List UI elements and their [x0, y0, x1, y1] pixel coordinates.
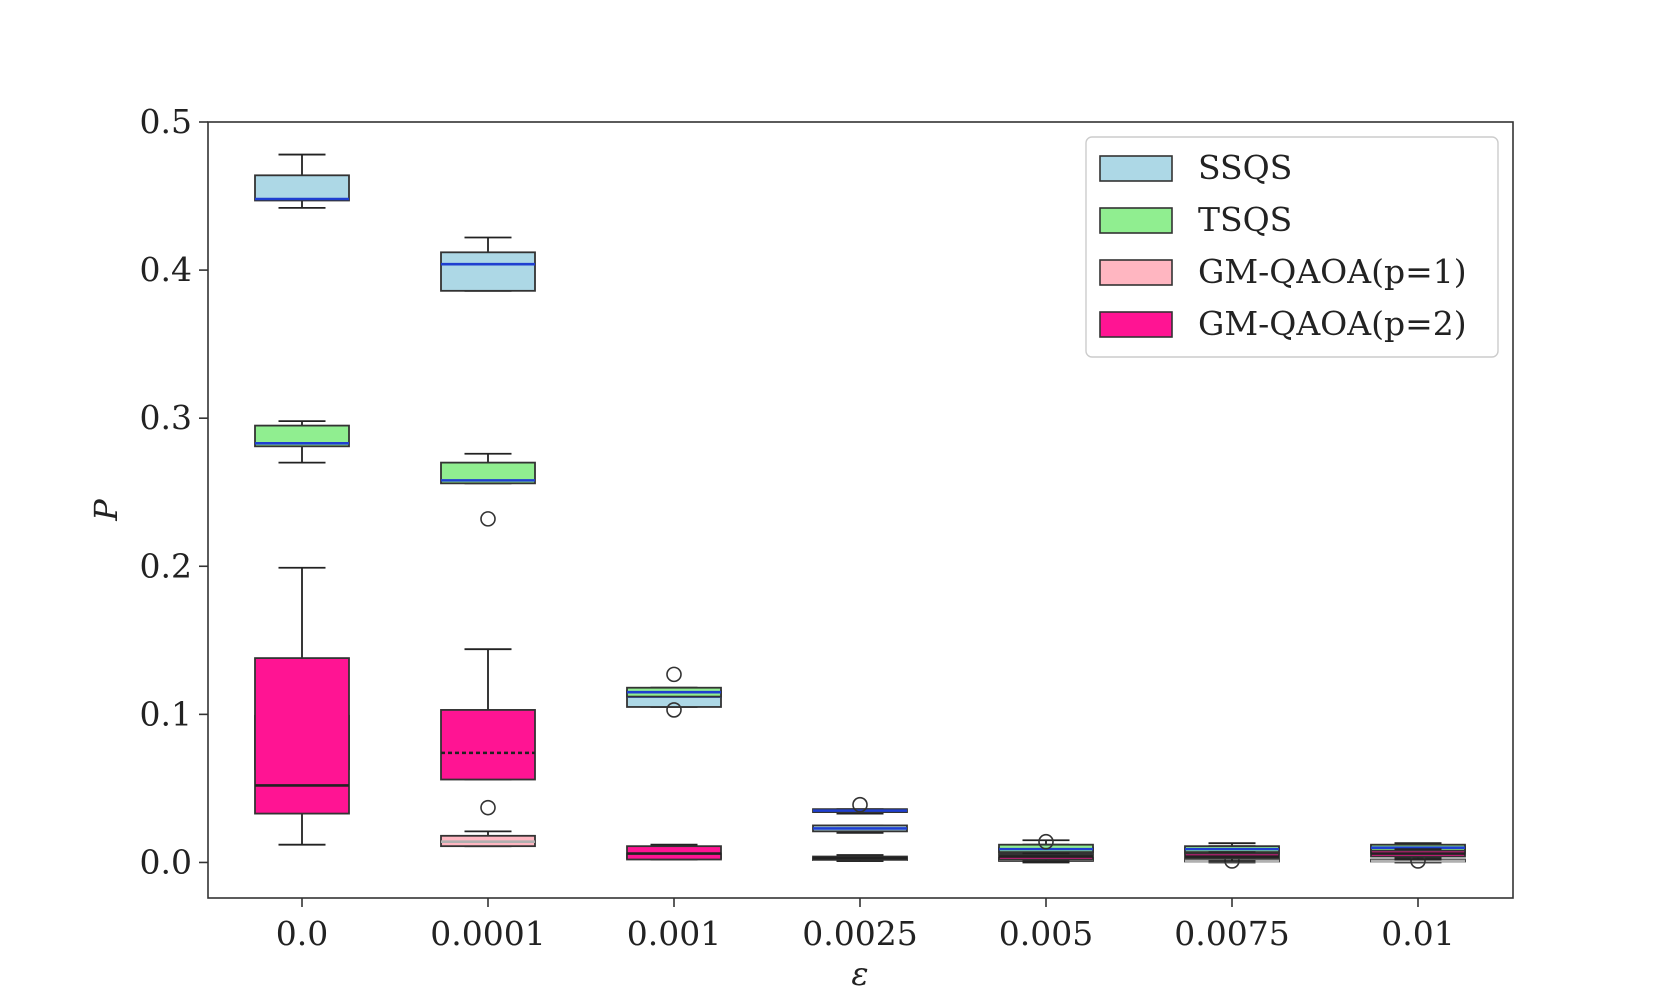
legend-swatch [1099, 311, 1173, 338]
legend-swatch [1099, 207, 1173, 234]
y-tick-label: 0.0 [140, 842, 192, 881]
x-axis: 0.0 0.0001 0.001 0.0025 0.005 0.0075 0.01 [276, 898, 1455, 953]
flier-point [480, 511, 496, 527]
box [440, 461, 536, 485]
box [440, 251, 536, 292]
x-axis-label: ε [851, 955, 868, 993]
flier-point [666, 702, 682, 718]
legend-label: SSQS [1198, 148, 1292, 187]
legend-label: GM-QAOA(p=2) [1198, 304, 1467, 343]
x-tick-label: 0.005 [999, 914, 1093, 953]
y-tick-label: 0.3 [140, 398, 192, 437]
flier-point [480, 799, 496, 816]
box [254, 174, 350, 202]
y-tick-label: 0.2 [140, 546, 192, 585]
box [254, 424, 350, 448]
plot-area [254, 153, 1466, 869]
y-axis: 0.0 0.1 0.2 0.3 0.4 0.5 [140, 102, 208, 881]
box [254, 657, 350, 815]
y-tick-label: 0.5 [140, 102, 192, 141]
x-tick-label: 0.0025 [802, 914, 917, 953]
legend-swatch [1099, 155, 1173, 182]
y-tick-label: 0.1 [140, 694, 192, 733]
legend-label: TSQS [1198, 200, 1292, 239]
x-tick-label: 0.001 [627, 914, 721, 953]
legend-swatch [1099, 259, 1173, 286]
x-tick-label: 0.0075 [1174, 914, 1289, 953]
legend-frame [1085, 136, 1499, 358]
flier-point [666, 666, 682, 683]
legend: SSQS TSQS GM-QAOA(p=1) GM-QAOA(p=2) [1085, 136, 1499, 358]
y-tick-label: 0.4 [140, 250, 192, 289]
legend-label: GM-QAOA(p=1) [1198, 252, 1467, 291]
flier-point [1038, 833, 1054, 850]
y-axis-label: P [87, 499, 125, 522]
series-gm-qaoa-p-2 [254, 566, 1466, 862]
x-tick-label: 0.01 [1381, 914, 1454, 953]
x-tick-label: 0.0 [276, 914, 328, 953]
x-tick-label: 0.0001 [430, 914, 545, 953]
flier-point [852, 796, 868, 813]
box [440, 709, 536, 781]
